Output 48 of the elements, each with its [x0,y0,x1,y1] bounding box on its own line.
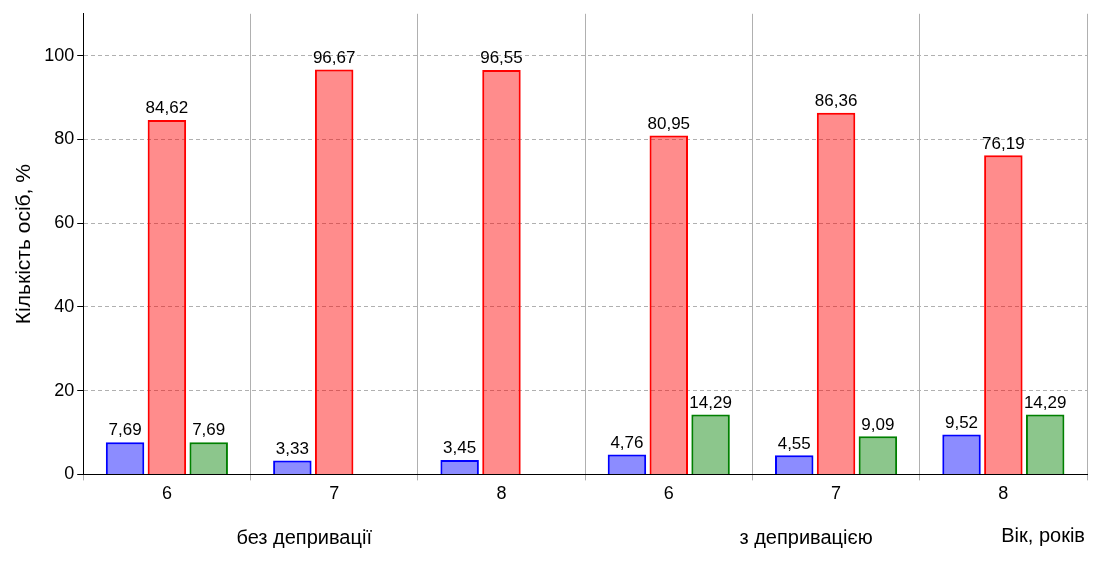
data-label: 9,09 [861,414,895,434]
y-tick-label: 80 [54,128,75,149]
y-tick-label: 60 [54,212,75,233]
text: з депривацією [739,525,873,548]
data-label: 7,69 [108,420,142,440]
bar [1025,414,1065,474]
y-tick-label: 100 [44,44,75,65]
x-tick-label: 8 [998,483,1009,504]
x-tick-label: 8 [496,483,507,504]
data-label: 96,67 [312,47,356,67]
bar [984,155,1023,474]
y-tick-label: 20 [54,379,75,400]
x-tick-label: 7 [831,483,842,504]
text: без депривації [236,525,373,548]
bar [273,460,312,474]
data-label: 76,19 [982,133,1025,153]
data-label: 4,76 [610,432,644,452]
bar [607,454,647,474]
data-label: 14,29 [1023,392,1067,412]
data-label: 96,55 [480,48,523,68]
bar [314,69,354,474]
data-label: 86,36 [814,90,858,110]
bar [482,70,521,474]
y-tick-label: 0 [64,463,75,484]
data-label: 4,55 [777,433,811,453]
bar [816,112,856,474]
bar [649,135,688,474]
data-label: 3,33 [275,438,309,458]
x-tick-label: 7 [329,483,340,504]
bar [775,455,814,474]
y-axis-title: Кількість осіб, % [11,164,35,325]
bar [189,442,228,474]
data-label: 14,29 [689,392,732,412]
bar [440,459,479,474]
y-tick-label: 40 [54,295,75,316]
bar [105,442,145,474]
bar [147,120,187,474]
data-label: 84,62 [145,98,189,118]
x-tick-label: 6 [161,483,172,504]
data-label: 7,69 [192,420,226,440]
data-label: 3,45 [443,438,477,458]
x-axis-title: Вік, років [1001,523,1085,546]
bar [691,414,730,474]
bar [858,436,898,474]
data-label: 9,52 [944,412,979,432]
x-tick-label: 6 [663,483,674,504]
bar [942,434,981,474]
data-label: 80,95 [647,113,691,133]
